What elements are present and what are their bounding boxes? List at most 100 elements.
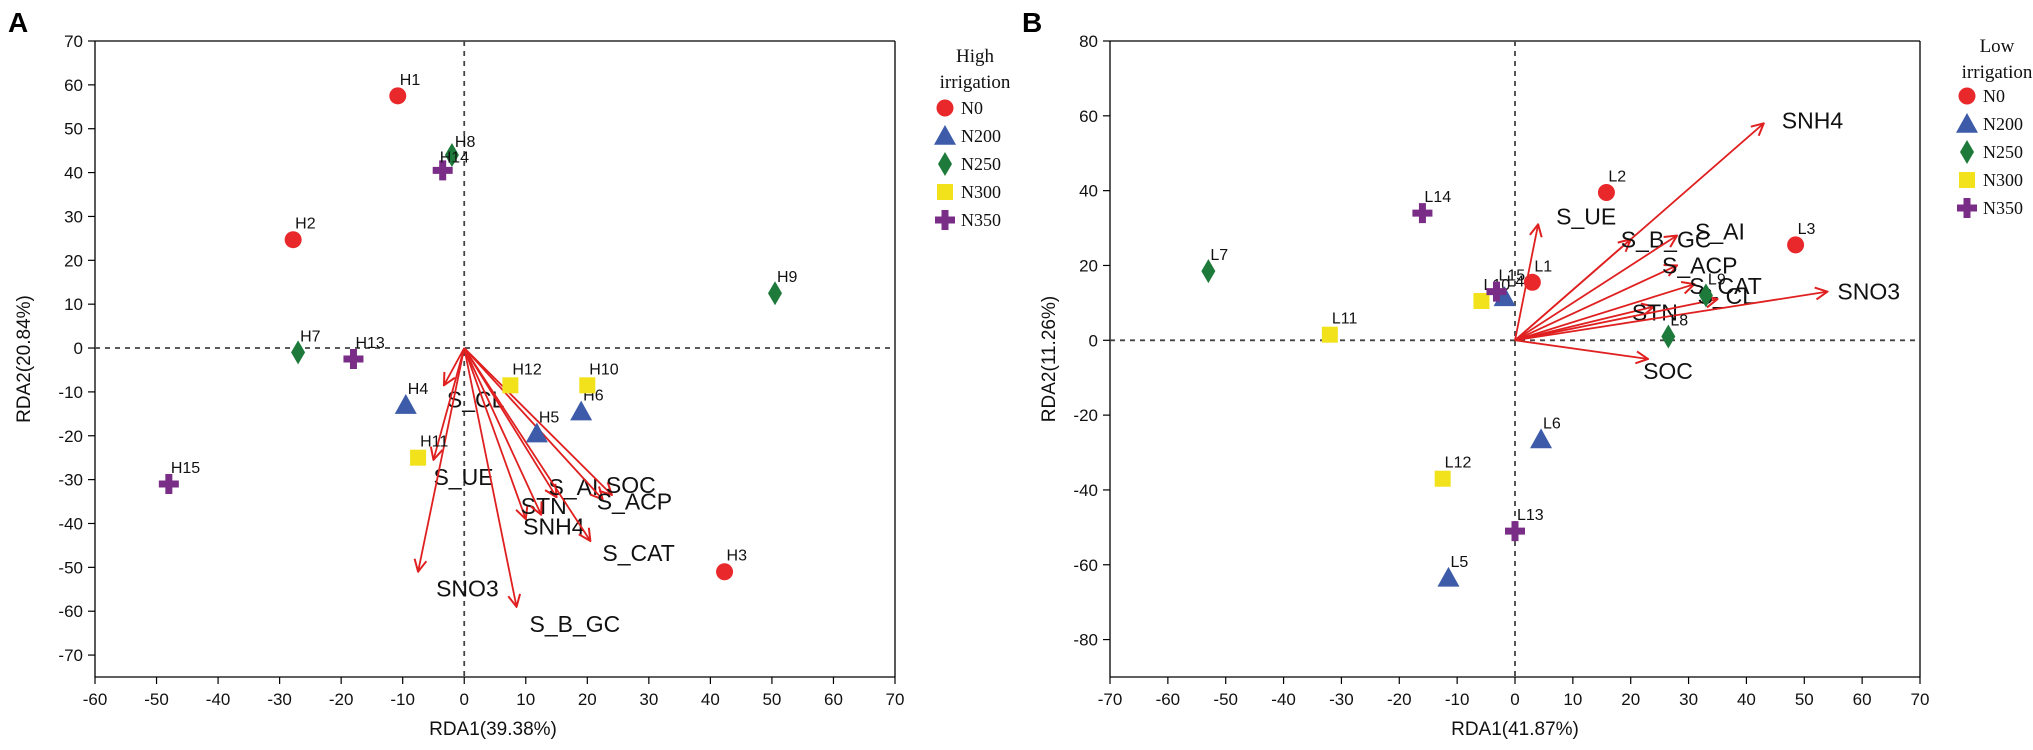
panel-b-vector-s-cat <box>1514 284 1694 342</box>
panel-b-points: L1L2L3L4L5L6L7L8L9L10L11L12L13L14L15 <box>1201 169 1816 587</box>
panel-b-legend-label-n250: N250 <box>1983 142 2023 162</box>
panel-a-vector-s-acp <box>463 347 602 499</box>
panel-a-legend-label-n250: N250 <box>961 154 1001 174</box>
panel-b-vector-s-ai <box>1514 236 1677 342</box>
panel-a-point-label-h2: H2 <box>295 216 316 233</box>
panel-a-vector-label-s-ue: S_UE <box>433 464 493 490</box>
panel-a-y-tick-label: -70 <box>58 646 83 665</box>
panel-b-vector-label-s-ai: S_AI <box>1695 219 1745 245</box>
panel-b-y-tick-label: -20 <box>1073 406 1098 425</box>
panel-b-point-label-l13: L13 <box>1517 507 1544 524</box>
panel-a-vectors: S_CLS_UESNO3S_B_GCSTNS_AISNH4SOCS_ACPS_C… <box>418 347 675 637</box>
panel-b-x-tick-label: 70 <box>1911 690 1930 709</box>
panel-b-vector-s-acp <box>1514 265 1677 342</box>
panel-a-point-h11 <box>410 449 427 466</box>
panel-b-point-l6 <box>1530 428 1553 449</box>
panel-b-point-l7 <box>1201 259 1216 284</box>
panel-b-point-label-l7: L7 <box>1210 247 1228 264</box>
panel-a-legend-title-2: irrigation <box>940 72 1011 93</box>
panel-b-legend-marker-n0 <box>1958 87 1976 105</box>
panel-b-point-l12 <box>1434 470 1451 487</box>
panel-a-x-tick-label: -10 <box>390 690 415 709</box>
panel-b-x-axis-title: RDA1(41.87%) <box>1451 719 1579 740</box>
panel-a-y-tick-label: 0 <box>74 339 83 358</box>
panel-b-legend: Low irrigation N0 N200 N250 N300 N350 <box>1956 36 2033 218</box>
panel-b-y-tick-label: -40 <box>1073 481 1098 500</box>
panel-b-point-l11 <box>1321 326 1338 343</box>
panel-a-point-h5 <box>525 422 548 443</box>
panel-a-point-label-h13: H13 <box>355 335 384 352</box>
panel-a-x-tick-label: 70 <box>886 690 905 709</box>
panel-a-y-tick-label: -50 <box>58 558 83 577</box>
panel-b-legend-marker-n350 <box>1957 198 1977 218</box>
panel-b-legend-marker-n300 <box>1959 172 1975 188</box>
panel-a-legend-marker-n300 <box>937 184 953 200</box>
panel-a-x-axis-title: RDA1(39.38%) <box>429 719 557 740</box>
panel-a-legend-marker-n0 <box>936 99 954 117</box>
panel-b-x-tick-label: -50 <box>1213 690 1238 709</box>
panel-a: A -60 -50 -40 -30 -20 -10 0 10 20 30 40 50 60 70-70-6… <box>8 7 1011 740</box>
panel-b-point-l1 <box>1523 273 1541 291</box>
panel-b-y-tick-label: 80 <box>1079 32 1098 51</box>
panel-b-x-tick-label: 50 <box>1795 690 1814 709</box>
panel-a-legend-label-n0: N0 <box>961 98 983 118</box>
panel-a-point-label-h14: H14 <box>440 149 469 166</box>
panel-a-axes: -60 -50 -40 -30 -20 -10 0 10 20 30 40 50 60 70 -70 -60 -… <box>58 32 904 709</box>
panel-a-y-tick-label: 20 <box>64 251 83 270</box>
panel-b-y-tick-label: 60 <box>1079 107 1098 126</box>
panel-a-vector-label-sno3: SNO3 <box>436 576 499 602</box>
panel-b-vector-label-snh4: SNH4 <box>1782 107 1844 133</box>
panel-a-vector-s-cl <box>444 347 466 385</box>
panel-a-y-tick-label: -30 <box>58 471 83 490</box>
panel-b-point-l8 <box>1661 324 1676 349</box>
panel-b-point-label-l12: L12 <box>1445 455 1472 472</box>
panel-b-point-label-l9: L9 <box>1708 271 1726 288</box>
panel-a-x-tick-label: -40 <box>206 690 231 709</box>
panel-a-x-tick-label: 20 <box>578 690 597 709</box>
panel-a-point-h14 <box>432 160 453 181</box>
panel-b-label: B <box>1022 7 1042 38</box>
panel-a-point-h15 <box>158 474 179 495</box>
panel-a-x-tick-label: 50 <box>762 690 781 709</box>
panel-b-x-tick-label: 20 <box>1621 690 1640 709</box>
panel-a-y-tick-label: -40 <box>58 514 83 533</box>
panel-b-axes: -70 -60 -50 -40 -30 -20 -10 0 10 20 30 40 50 60 70 -80 -… <box>1073 32 1929 709</box>
panel-a-y-tick-label: -20 <box>58 427 83 446</box>
panel-a-point-label-h9: H9 <box>777 269 798 286</box>
panel-a-legend-marker-n250 <box>938 152 952 176</box>
panel-a-point-h3 <box>716 563 734 581</box>
panel-a-point-h13 <box>343 349 364 369</box>
panel-b-point-l2 <box>1597 184 1615 202</box>
panel-b-x-tick-label: 30 <box>1679 690 1698 709</box>
panel-a-legend-label-n200: N200 <box>961 126 1001 146</box>
panel-b-x-tick-label: 10 <box>1563 690 1582 709</box>
panel-a-vector-soc <box>463 347 612 495</box>
panel-a-legend-title-1: High <box>956 46 995 67</box>
panel-b-vector-label-s-ue: S_UE <box>1556 203 1616 229</box>
panel-b-x-tick-label: -30 <box>1329 690 1354 709</box>
panel-b-y-tick-label: 20 <box>1079 256 1098 275</box>
panel-a-y-tick-label: 70 <box>64 32 83 51</box>
panel-b-legend-label-n0: N0 <box>1983 86 2005 106</box>
panel-a-x-tick-label: -50 <box>144 690 169 709</box>
panel-b-point-label-l6: L6 <box>1543 415 1561 432</box>
panel-a-point-label-h7: H7 <box>300 328 321 345</box>
panel-b-vector-s-cl <box>1514 299 1718 342</box>
panel-a-vector-stn <box>463 347 526 519</box>
panel-b-y-tick-label: -80 <box>1073 631 1098 650</box>
panel-b-vector-label-sno3: SNO3 <box>1837 279 1900 305</box>
panel-b-legend-label-n200: N200 <box>1983 114 2023 134</box>
panel-a-point-h4 <box>394 394 417 414</box>
panel-a-point-h12 <box>502 377 519 394</box>
panel-a-x-tick-label: 40 <box>701 690 720 709</box>
panel-a-point-h8 <box>444 143 459 168</box>
panel-b: B -70 -60 -50 -40 -30 -20 -10 0 10 20 30 40 50 60 70 -8… <box>1022 7 2033 740</box>
panel-a-legend-label-n350: N350 <box>961 210 1001 230</box>
panel-b-y-tick-label: -60 <box>1073 556 1098 575</box>
panel-a-point-h6 <box>570 400 593 421</box>
panel-a-y-tick-label: 50 <box>64 120 83 139</box>
panel-a-y-axis-title: RDA2(20.84%) <box>14 295 35 423</box>
panel-b-legend-title-1: Low <box>1980 36 2015 57</box>
